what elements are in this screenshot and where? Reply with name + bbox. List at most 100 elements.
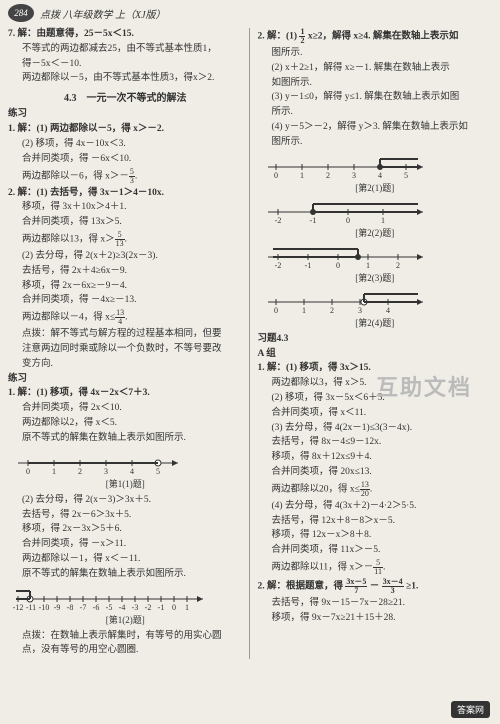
note: 点拨：解不等式与解方程的过程基本相同，但要 — [8, 328, 243, 341]
number-line-r2: -2-101 — [258, 198, 493, 224]
problem-7: 7. 解：由题意得，25－5x＜15. — [8, 28, 243, 41]
text-line: 合并同类项，得 20x≤13. — [258, 466, 493, 479]
caption: [第1(2)题] — [8, 613, 243, 626]
text-line: 两边都除以3，得 x＞5. — [258, 377, 493, 390]
svg-text:5: 5 — [156, 467, 160, 475]
content-columns: 7. 解：由题意得，25－5x＜15. 不等式的两边都减去25，由不等式基本性质… — [0, 26, 500, 667]
svg-text:0: 0 — [26, 467, 30, 475]
text-line: 得－5x＜－10. — [8, 58, 243, 71]
text-line: 两边都除以11，得 x＞－511. — [258, 559, 493, 576]
text-line: 合并同类项，得 －4x≥－13. — [8, 294, 243, 307]
text-line: 去括号，得 9x－15－7x－28≥21. — [258, 597, 493, 610]
svg-text:-4: -4 — [119, 603, 126, 611]
page-header: 284 点拨 八年级数学 上（XJ版） — [0, 0, 500, 26]
svg-text:-9: -9 — [54, 603, 61, 611]
text-line: 移项，得 2x－3x＞5＋6. — [8, 523, 243, 536]
a1-line: 1. 解：(1) 移项，得 3x＞15. — [258, 362, 493, 375]
text-line: 合并同类项，得 11x＞－5. — [258, 544, 493, 557]
svg-text:-1: -1 — [158, 603, 165, 611]
svg-text:-1: -1 — [309, 216, 316, 224]
svg-text:3: 3 — [104, 467, 108, 475]
text-line: 两边都除以－4，得 x≤134. — [8, 309, 243, 326]
svg-text:1: 1 — [185, 603, 189, 611]
number-line-r3: -2-1012 — [258, 243, 493, 269]
text-line: (4) 去分母，得 4(3x＋2)－4·2＞5·5. — [258, 500, 493, 513]
svg-text:5: 5 — [404, 171, 408, 179]
text-line: (3) 去分母，得 4(2x－1)≤3(3－4x). — [258, 422, 493, 435]
number-line-2: -12-11-10-9-8-7-6-5-4-3-2-101 — [8, 585, 243, 611]
svg-text:2: 2 — [326, 171, 330, 179]
q2-line: 2. 解：(1) 12 x≥2，解得 x≥4. 解集在数轴上表示如 — [258, 28, 493, 45]
text-line: 两边都除以－1，得 x＜－11. — [8, 553, 243, 566]
text-line: 两边都除以13，得 x＞513. — [8, 231, 243, 248]
text-line: (2) 移项，得 4x－10x＜3. — [8, 138, 243, 151]
text-line: (3) y－1≤0，解得 y≤1. 解集在数轴上表示如图 — [258, 91, 493, 104]
text-line: (2) 去分母，得 2(x＋2)≥3(2x－3). — [8, 250, 243, 263]
svg-text:1: 1 — [381, 216, 385, 224]
svg-text:0: 0 — [274, 306, 278, 314]
svg-text:0: 0 — [336, 261, 340, 269]
footer-badge: 答案网 — [451, 701, 490, 718]
note: 点，没有等号的用空心圆圈. — [8, 644, 243, 657]
svg-text:2: 2 — [330, 306, 334, 314]
text-line: 两边都除以2，得 x＜5. — [8, 417, 243, 430]
caption: [第2(3)题] — [258, 271, 493, 284]
q1-line: 1. 解：(1) 两边都除以－5，得 x＞－2. — [8, 123, 243, 136]
text-line: 两边都除以－5，由不等式基本性质3，得x＞2. — [8, 72, 243, 85]
left-column: 7. 解：由题意得，25－5x＜15. 不等式的两边都减去25，由不等式基本性质… — [8, 28, 250, 659]
svg-text:-10: -10 — [39, 603, 50, 611]
svg-text:2: 2 — [396, 261, 400, 269]
svg-text:4: 4 — [386, 306, 390, 314]
section-title: 4.3 一元一次不等式的解法 — [8, 89, 243, 104]
svg-text:0: 0 — [346, 216, 350, 224]
text-line: 合并同类项，得 －6x＜10. — [8, 153, 243, 166]
svg-text:1: 1 — [52, 467, 56, 475]
group-label: A 组 — [258, 348, 493, 361]
text-line: 合并同类项，得 13x＞5. — [8, 216, 243, 229]
text-line: 去括号，得 2x＋4≥6x－9. — [8, 265, 243, 278]
number-line-1: 0 1 2 3 4 5 — [8, 449, 243, 475]
exercise-label: 习题4.3 — [258, 333, 493, 346]
svg-text:3: 3 — [358, 306, 362, 314]
page-number-badge: 284 — [8, 4, 34, 22]
svg-text:1: 1 — [300, 171, 304, 179]
svg-text:-1: -1 — [304, 261, 311, 269]
svg-text:-6: -6 — [93, 603, 100, 611]
q2-line: 2. 解：(1) 去括号，得 3x－1＞4－10x. — [8, 187, 243, 200]
text-line: 原不等式的解集在数轴上表示如图所示. — [8, 568, 243, 581]
text-line: (4) y－5＞－2，解得 y＞3. 解集在数轴上表示如 — [258, 121, 493, 134]
svg-text:-2: -2 — [274, 261, 281, 269]
text-line: 图所示. — [258, 47, 493, 60]
svg-text:3: 3 — [352, 171, 356, 179]
r1-line: 1. 解：(1) 移项，得 4x－2x＜7＋3. — [8, 387, 243, 400]
svg-text:4: 4 — [130, 467, 134, 475]
svg-text:-11: -11 — [26, 603, 36, 611]
svg-text:-8: -8 — [67, 603, 74, 611]
number-line-r1: 012345 — [258, 153, 493, 179]
text-line: 合并同类项，得 －x＞11. — [8, 538, 243, 551]
text-line: 去括号，得 2x－6＞3x＋5. — [8, 509, 243, 522]
text-line: 移项，得 2x－6x≥－9－4. — [8, 280, 243, 293]
text-line: 去括号，得 8x－4≤9－12x. — [258, 436, 493, 449]
caption: [第2(1)题] — [258, 181, 493, 194]
svg-text:2: 2 — [78, 467, 82, 475]
note: 变方向. — [8, 358, 243, 371]
practice-label: 练习 — [8, 108, 243, 121]
text-line: 移项，得 12x－x＞8＋8. — [258, 529, 493, 542]
svg-text:1: 1 — [302, 306, 306, 314]
text-line: (2) 去分母，得 2(x－3)＞3x＋5. — [8, 494, 243, 507]
text-line: 移项，得 8x＋12x≤9＋4. — [258, 451, 493, 464]
text-line: 图所示. — [258, 136, 493, 149]
text-line: 移项，得 3x＋10x＞4＋1. — [8, 201, 243, 214]
svg-text:0: 0 — [172, 603, 176, 611]
text-line: 两边都除以20，得 x≤1320. — [258, 481, 493, 498]
text-line: (2) x＋2≥1，解得 x≥－1. 解集在数轴上表示 — [258, 62, 493, 75]
text-line: 两边都除以－6，得 x＞－53. — [8, 168, 243, 185]
text-line: 合并同类项，得 2x＜10. — [8, 402, 243, 415]
text-line: 原不等式的解集在数轴上表示如图所示. — [8, 432, 243, 445]
text-line: 合并同类项，得 x＜11. — [258, 407, 493, 420]
svg-text:4: 4 — [378, 171, 382, 179]
svg-text:-2: -2 — [145, 603, 152, 611]
svg-text:-3: -3 — [132, 603, 139, 611]
caption: [第2(4)题] — [258, 316, 493, 329]
